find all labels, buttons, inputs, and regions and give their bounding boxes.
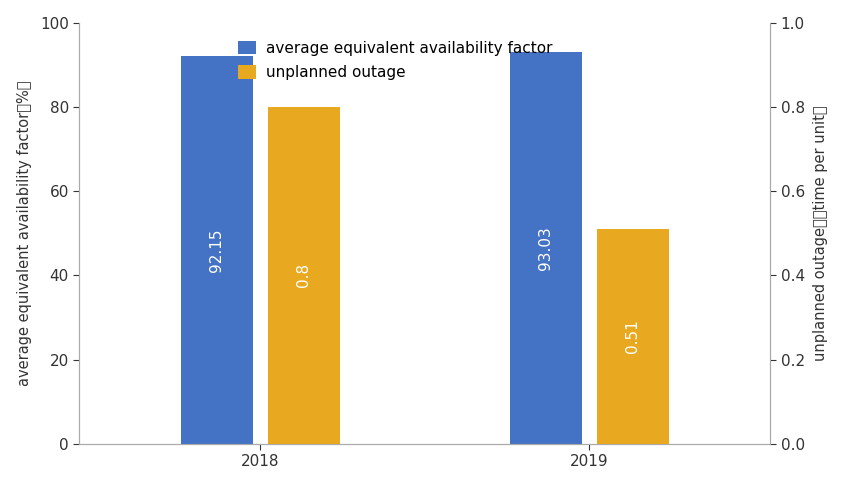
Text: 92.15: 92.15 [209,228,224,272]
Text: 93.03: 93.03 [538,226,553,270]
Bar [181,56,252,444]
Text: 0.51: 0.51 [625,320,640,353]
Y-axis label: average equivalent availability factor（%）: average equivalent availability factor（%… [17,81,31,386]
Legend: average equivalent availability factor, unplanned outage: average equivalent availability factor, … [232,35,558,86]
Text: 0.8: 0.8 [296,263,311,288]
Bar [509,52,582,444]
Bar [268,107,339,444]
Y-axis label: unplanned outage　（time per unit）: unplanned outage （time per unit） [813,105,827,361]
Bar [596,229,668,444]
